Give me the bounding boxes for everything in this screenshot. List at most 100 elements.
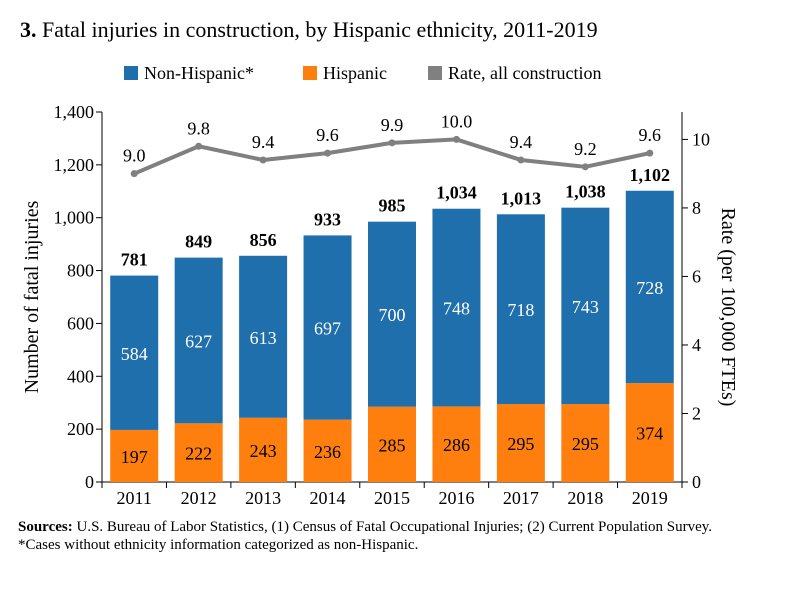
legend-label-2: Rate, all construction <box>448 63 601 83</box>
bar-hispanic <box>496 404 545 482</box>
rate-line <box>130 135 654 178</box>
label-hispanic: 295 <box>572 434 599 454</box>
legend-label-0: Non-Hispanic* <box>144 63 254 83</box>
label-hispanic: 197 <box>121 447 148 467</box>
legend-swatch-0 <box>124 66 138 80</box>
label-non-hispanic: 697 <box>314 319 341 339</box>
rate-point <box>195 142 203 150</box>
rate-point <box>324 149 332 157</box>
x-tick-label: 2013 <box>245 488 281 508</box>
label-non-hispanic: 584 <box>121 344 148 364</box>
y-tick-label-right: 6 <box>692 266 701 286</box>
bars <box>110 190 674 482</box>
rate-point <box>388 139 396 147</box>
label-hispanic: 236 <box>314 442 341 462</box>
chart-title: 3. Fatal injuries in construction, by Hi… <box>20 17 598 43</box>
legend: Non-Hispanic* Hispanic Rate, all construct… <box>124 63 601 83</box>
x-tick-label: 2011 <box>117 488 152 508</box>
title-number: 3. <box>20 17 37 42</box>
label-total: 1,038 <box>565 182 606 202</box>
bar-hispanic <box>303 419 352 482</box>
rate-point <box>130 170 138 178</box>
label-total: 985 <box>379 196 406 216</box>
sources-text: U.S. Bureau of Labor Statistics, (1) Cen… <box>76 519 713 535</box>
label-hispanic: 295 <box>507 434 534 454</box>
legend-swatch-1 <box>303 66 317 80</box>
x-tick-label: 2018 <box>567 488 603 508</box>
y-axis-title-left: Number of fatal injuries <box>21 200 43 393</box>
label-non-hispanic: 718 <box>507 300 534 320</box>
legend-swatch-2 <box>428 66 442 80</box>
label-non-hispanic: 728 <box>636 278 663 298</box>
label-non-hispanic: 613 <box>250 328 277 348</box>
bar-non-hispanic <box>110 275 159 430</box>
y-tick-label-left: 1,400 <box>54 102 95 122</box>
footnote: *Cases without ethnicity information cat… <box>18 537 419 553</box>
axes: 0 200 400 600 800 1,000 1,200 1,400 0 2 4 6 8 10 2011 2… <box>21 102 739 508</box>
label-hispanic: 285 <box>379 435 406 455</box>
label-rate: 10.0 <box>441 111 473 131</box>
x-tick-label: 2012 <box>181 488 217 508</box>
rate-point <box>517 156 525 164</box>
label-rate: 9.9 <box>381 115 404 135</box>
bar-non-hispanic <box>432 208 481 407</box>
bar-hispanic <box>174 423 223 482</box>
label-rate: 9.6 <box>316 125 339 145</box>
rate-point <box>259 156 267 164</box>
rate-point <box>581 163 589 171</box>
label-non-hispanic: 700 <box>379 305 406 325</box>
bar-hispanic <box>561 404 610 482</box>
y-tick-label-left: 400 <box>67 366 94 386</box>
label-rate: 9.6 <box>639 125 662 145</box>
label-total: 1,102 <box>630 165 671 185</box>
label-rate: 9.8 <box>187 118 210 138</box>
y-tick-label-left: 200 <box>67 419 94 439</box>
label-hispanic: 243 <box>250 441 277 461</box>
bar-non-hispanic <box>625 190 674 384</box>
y-tick-label-right: 2 <box>692 403 701 423</box>
label-rate: 9.0 <box>123 146 146 166</box>
bar-non-hispanic <box>368 221 416 407</box>
bar-non-hispanic <box>496 214 545 405</box>
x-tick-label: 2016 <box>438 488 474 508</box>
x-tick-label: 2015 <box>374 488 410 508</box>
y-tick-label-right: 10 <box>692 129 710 149</box>
bar-non-hispanic <box>174 257 223 424</box>
y-tick-label-left: 600 <box>67 313 94 333</box>
label-hispanic: 222 <box>185 444 212 464</box>
label-total: 933 <box>314 209 341 229</box>
legend-label-1: Hispanic <box>323 63 387 83</box>
rate-point <box>452 135 460 143</box>
y-tick-label-left: 800 <box>67 261 94 281</box>
bar-hispanic <box>368 406 416 482</box>
label-rate: 9.4 <box>510 132 533 152</box>
label-hispanic: 286 <box>443 435 470 455</box>
y-axis-title-right: Rate (per 100,000 FTEs) <box>717 208 739 407</box>
label-total: 781 <box>121 250 148 270</box>
label-non-hispanic: 627 <box>185 331 212 351</box>
label-non-hispanic: 748 <box>443 299 470 319</box>
bar-hispanic <box>625 383 674 482</box>
y-tick-label-right: 8 <box>692 198 701 218</box>
bar-hispanic <box>110 429 159 482</box>
sources-note: Sources: U.S. Bureau of Labor Statistics… <box>18 518 788 554</box>
bar-hispanic <box>239 417 288 482</box>
label-total: 1,034 <box>436 183 477 203</box>
label-hispanic: 374 <box>636 424 663 444</box>
y-tick-label-right: 4 <box>692 335 701 355</box>
label-rate: 9.4 <box>252 132 275 152</box>
x-tick-label: 2019 <box>632 488 668 508</box>
label-total: 849 <box>185 232 212 252</box>
label-total: 856 <box>250 230 277 250</box>
rate-point <box>646 149 654 157</box>
y-tick-label-left: 1,200 <box>54 155 95 175</box>
label-total: 1,013 <box>501 188 542 208</box>
bar-non-hispanic <box>303 235 352 420</box>
label-rate: 9.2 <box>574 139 597 159</box>
bar-hispanic <box>432 406 481 482</box>
y-tick-label-right: 0 <box>692 472 701 492</box>
chart: Non-Hispanic* Hispanic Rate, all construct… <box>21 63 739 508</box>
data-labels: 197 584 781 222 627 849 243 613 856 236 697 933 285 7… <box>121 111 670 467</box>
y-tick-label-left: 0 <box>85 472 94 492</box>
x-tick-label: 2014 <box>310 488 346 508</box>
